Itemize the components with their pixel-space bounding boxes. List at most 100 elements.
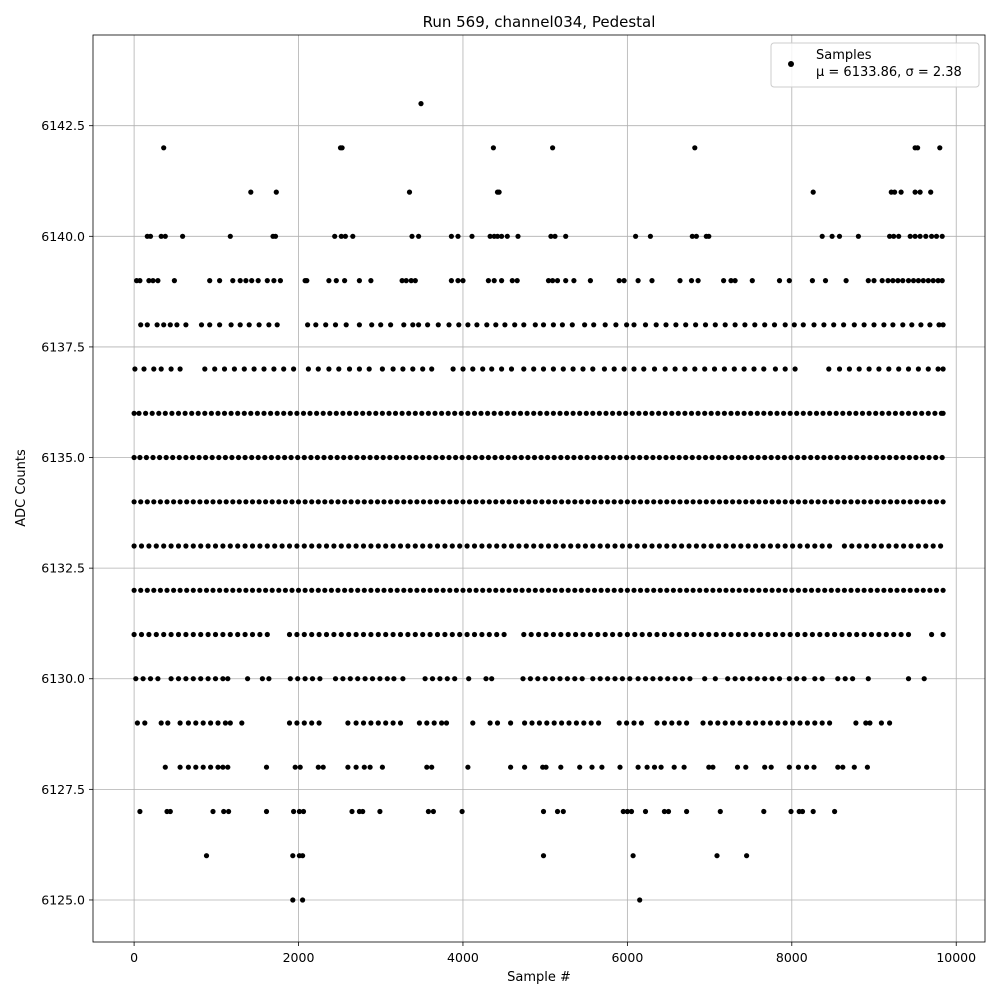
data-point <box>792 366 798 372</box>
data-point <box>347 454 353 461</box>
data-point <box>819 676 825 682</box>
data-point <box>621 366 627 372</box>
data-point <box>650 454 656 461</box>
data-point <box>734 410 741 416</box>
data-point <box>220 631 226 638</box>
data-point <box>131 543 137 549</box>
y-tick-label: 6132.5 <box>41 561 85 576</box>
data-point <box>700 720 706 726</box>
data-point <box>601 366 608 372</box>
data-point <box>693 543 700 549</box>
data-point <box>702 676 708 682</box>
data-point <box>752 322 758 328</box>
data-point <box>843 278 849 284</box>
data-point <box>670 587 677 593</box>
data-point <box>689 233 695 239</box>
data-point <box>867 720 873 726</box>
data-point <box>915 278 922 284</box>
data-point <box>196 454 202 461</box>
data-point <box>812 720 818 726</box>
data-point <box>891 631 897 638</box>
data-point <box>300 853 306 859</box>
data-point <box>841 322 847 328</box>
data-point <box>710 499 716 505</box>
data-point <box>738 543 744 549</box>
data-point <box>249 454 255 461</box>
data-point <box>338 631 344 638</box>
data-point <box>427 543 433 549</box>
data-point <box>933 499 940 505</box>
data-point <box>519 499 525 505</box>
data-point <box>692 145 698 151</box>
data-point <box>315 366 321 372</box>
data-point <box>368 720 374 726</box>
data-point <box>896 366 902 372</box>
data-point <box>230 587 236 593</box>
data-point <box>761 808 767 815</box>
data-point <box>861 587 867 593</box>
data-point <box>499 499 505 505</box>
data-point <box>501 543 507 549</box>
data-point <box>598 499 604 505</box>
data-point <box>772 631 779 638</box>
data-point <box>146 278 152 284</box>
data-point <box>470 720 476 726</box>
data-point <box>464 543 470 549</box>
data-point <box>294 631 300 638</box>
data-point <box>597 454 603 461</box>
data-point <box>360 543 367 549</box>
data-point <box>730 587 736 593</box>
data-point <box>249 278 255 284</box>
data-point <box>828 499 834 505</box>
data-point <box>631 366 637 372</box>
data-point <box>177 587 183 593</box>
data-point <box>722 720 728 726</box>
data-point <box>347 676 353 682</box>
data-point <box>138 322 144 328</box>
data-point <box>430 808 436 815</box>
data-point <box>550 366 557 372</box>
data-point <box>400 366 406 372</box>
data-point <box>480 587 486 593</box>
data-point <box>390 631 396 638</box>
data-point <box>693 322 699 328</box>
data-point <box>885 278 891 284</box>
data-point <box>928 189 934 195</box>
data-point <box>516 543 522 549</box>
data-point <box>868 499 874 505</box>
data-point <box>360 808 366 815</box>
data-point <box>637 587 644 593</box>
data-point <box>925 366 931 372</box>
data-point <box>730 543 737 549</box>
data-point <box>162 764 168 770</box>
data-point <box>676 454 682 461</box>
data-point <box>775 454 781 461</box>
data-point <box>427 499 433 505</box>
data-point <box>295 454 301 461</box>
data-point <box>377 676 383 682</box>
data-point <box>147 233 154 239</box>
data-point <box>531 366 537 372</box>
data-point <box>391 676 397 682</box>
data-point <box>656 410 662 416</box>
data-point <box>619 676 626 682</box>
data-point <box>728 278 734 284</box>
data-point <box>368 587 374 593</box>
data-point <box>929 233 935 239</box>
data-point <box>272 233 279 239</box>
data-point <box>602 631 608 638</box>
data-point <box>776 499 782 505</box>
data-point <box>383 720 389 726</box>
data-point <box>386 410 392 416</box>
data-point <box>776 676 783 682</box>
data-point <box>236 587 242 593</box>
data-point <box>388 499 394 505</box>
data-point <box>591 499 598 505</box>
data-point <box>782 322 788 328</box>
data-point <box>138 587 144 593</box>
data-point <box>501 631 507 638</box>
data-point <box>819 543 825 549</box>
data-point <box>582 322 588 328</box>
data-point <box>379 410 385 416</box>
data-point <box>161 631 167 638</box>
